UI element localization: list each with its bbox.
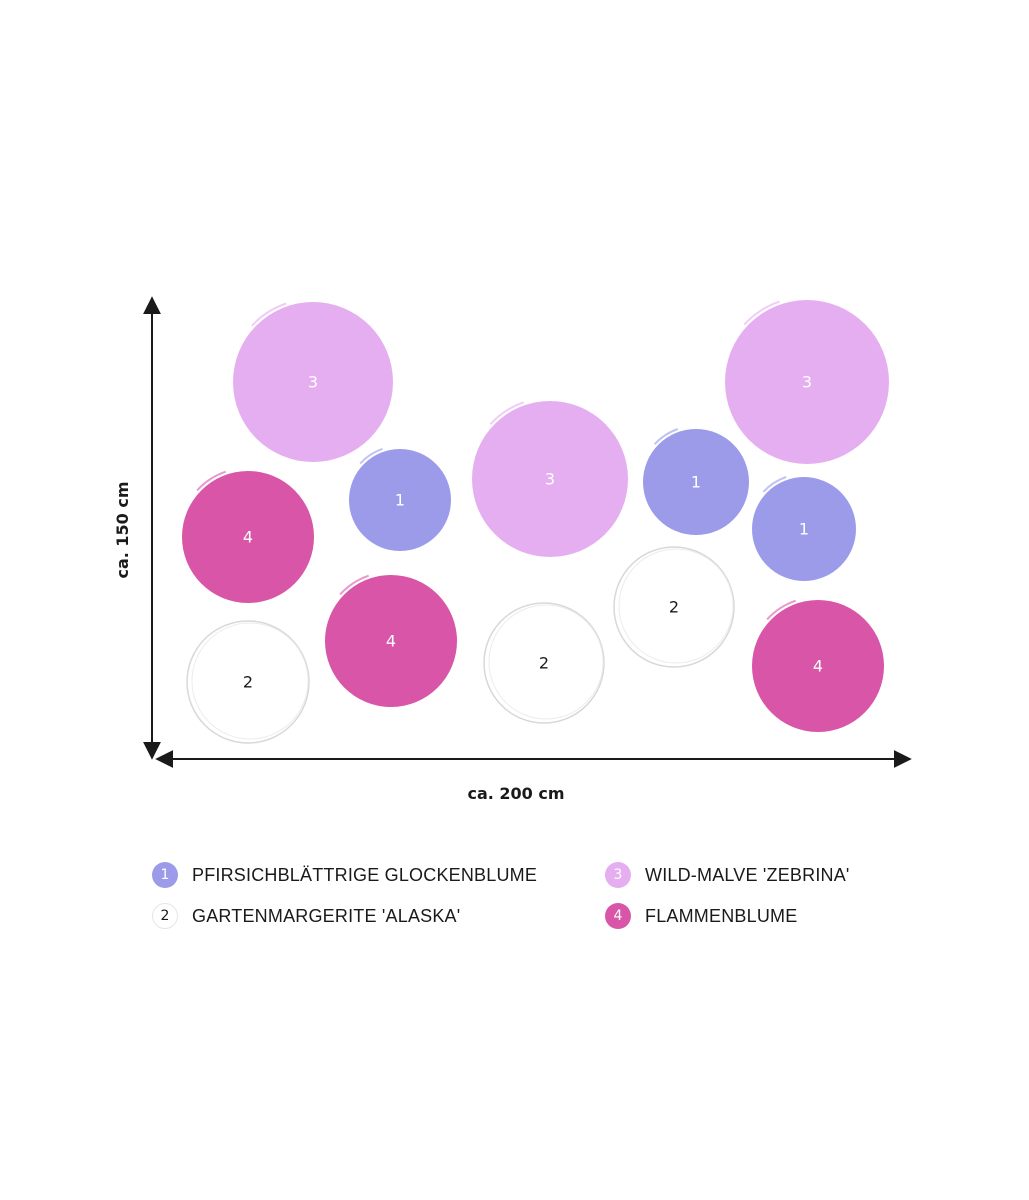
plant-circle-1: 1 [349, 447, 451, 551]
brush-stroke [339, 574, 370, 596]
plant-circle-shape [186, 620, 310, 744]
brush-stroke [489, 401, 525, 425]
plant-circle-2: 2 [613, 546, 735, 668]
plant-circle-shape [182, 471, 314, 603]
plant-circle-shape [233, 302, 393, 462]
brush-stroke [766, 599, 797, 621]
brush-stroke [359, 447, 383, 465]
plant-circle-2: 2 [186, 620, 310, 744]
plant-circle-1: 1 [752, 476, 856, 581]
height-label: ca. 150 cm [113, 481, 132, 578]
plant-circle-number: 1 [799, 520, 809, 539]
plant-circle-shape [325, 575, 457, 707]
plant-circle-3: 3 [233, 302, 393, 462]
plant-circle-3: 3 [725, 300, 889, 464]
plant-circle-number: 4 [386, 632, 396, 651]
plant-circle-number: 4 [243, 528, 253, 547]
plant-circle-4: 4 [325, 574, 457, 707]
plant-circle-1: 1 [643, 428, 749, 535]
plant-circle-shape [643, 429, 749, 535]
width-label: ca. 200 cm [467, 784, 564, 803]
plant-circle-shape [752, 477, 856, 581]
plant-circle-number: 2 [243, 673, 253, 692]
plant-circle-number: 4 [813, 657, 823, 676]
plant-circle-shape [752, 600, 884, 732]
brush-stroke [653, 428, 679, 445]
plant-circle-shape [613, 546, 735, 668]
plant-circle-number: 1 [395, 491, 405, 510]
plant-circle-shape [483, 602, 605, 724]
brush-stroke [743, 300, 780, 326]
plant-circle-shape [349, 449, 451, 551]
brush-stroke [251, 302, 287, 327]
brush-stroke [762, 476, 787, 493]
plant-circle-3: 3 [472, 401, 628, 557]
plant-circle-4: 4 [182, 470, 314, 603]
plant-circle-number: 3 [545, 470, 555, 489]
plant-circle-number: 2 [669, 598, 679, 617]
plant-circle-shape [472, 401, 628, 557]
plant-circle-2: 2 [483, 602, 605, 724]
brush-stroke [618, 548, 734, 664]
plant-circle-number: 3 [308, 373, 318, 392]
plant-circle-shape [725, 300, 889, 464]
plant-circle-number: 1 [691, 473, 701, 492]
brush-stroke [196, 470, 227, 492]
plant-circle-number: 2 [539, 654, 549, 673]
plant-circles: 3 3 3 1 1 1 4 4 4 2 2 2 [182, 300, 889, 744]
brush-stroke [488, 604, 604, 720]
brush-stroke [191, 622, 309, 740]
plant-circle-number: 3 [802, 373, 812, 392]
plant-circle-4: 4 [752, 599, 884, 732]
